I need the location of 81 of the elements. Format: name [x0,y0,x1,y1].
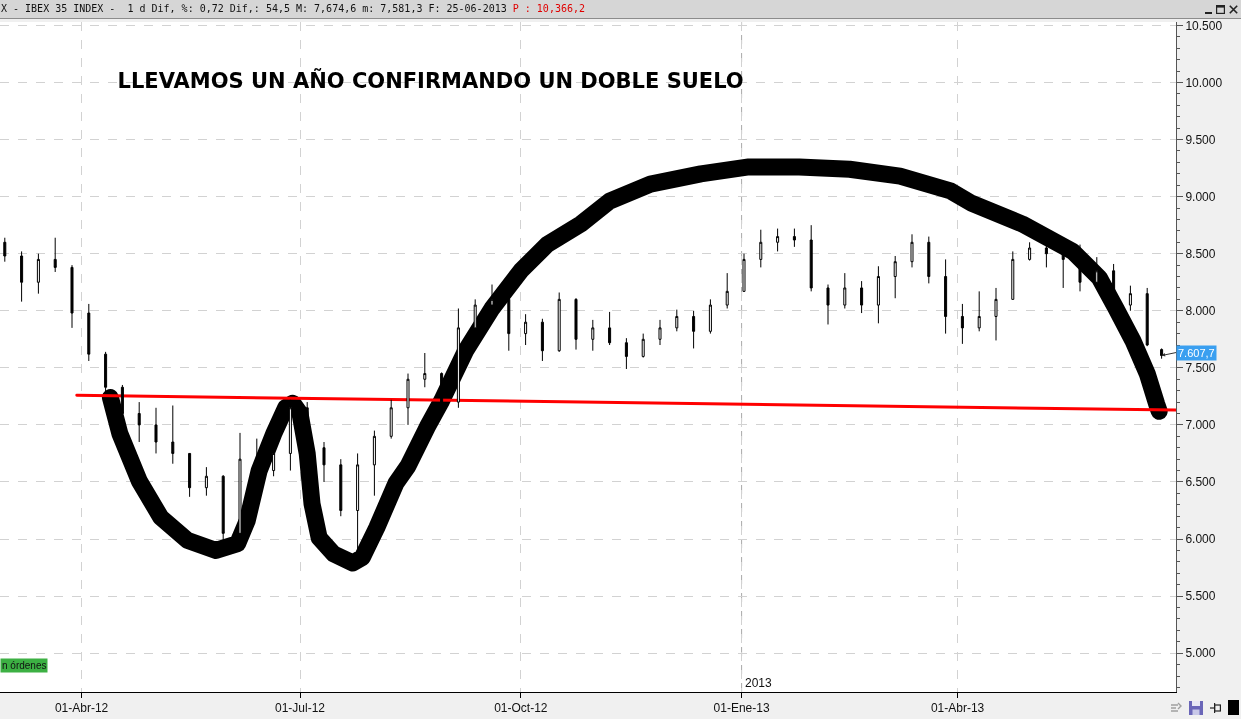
candlestick [1011,250,1015,300]
candlestick [843,272,847,309]
text: P : 10,366,2 [512,3,586,14]
x-tick-label: 01-Abr-12 [54,701,109,716]
candlestick [708,298,712,335]
y-tick-label: 8.000 [1185,303,1216,318]
annotation: n órdenes [2,660,47,671]
y-tick-label: 10.500 [1185,18,1223,33]
candlestick [540,318,544,362]
candlestick [238,432,242,535]
candlestick [557,292,561,353]
candlestick [456,307,460,409]
candlestick [221,474,225,542]
y-tick-label: 10.000 [1185,75,1223,90]
candlestick [53,237,57,273]
candlestick [204,466,208,497]
candlestick [759,229,763,268]
ref-line-label: 2013 [745,676,773,690]
candlestick [591,319,595,352]
y-tick-label: 6.500 [1185,475,1216,490]
candlestick [944,258,948,335]
candlestick [389,399,393,440]
candlestick [507,298,511,352]
candlestick [36,253,40,295]
candlestick [3,237,7,263]
candlestick [423,352,427,388]
candlestick [1128,285,1132,312]
candlestick [20,250,24,303]
candlestick [692,310,696,349]
candlestick [372,430,376,497]
candlestick [154,407,158,454]
candlestick [725,272,729,309]
candlestick [860,280,864,314]
candlestick [87,303,91,362]
candlestick [624,337,628,370]
candlestick [322,441,326,483]
y-tick-label: 6.000 [1185,532,1216,547]
annotation: 7.607,7 [1178,347,1215,359]
candlestick [524,313,528,346]
candlestick [574,297,578,351]
candlestick [1078,244,1082,292]
candlestick [876,265,880,324]
x-tick-label: 01-Ene-13 [713,701,770,716]
chart-subtitle: X - IBEX 35 INDEX - 1 d Dif, %: 0,72 Dif,: 54,5 M: 7,674,6 m: 7,581,3 F: 25-06-2013 [1,3,507,14]
x-tick-label: 01-Abr-13 [930,701,985,716]
candlestick [104,351,108,394]
y-tick-label: 9.000 [1185,189,1216,204]
candlestick [608,311,612,346]
candlestick [927,236,931,284]
candlestick [792,228,796,248]
candlestick [742,253,746,292]
y-tick-label: 5.000 [1185,646,1216,661]
y-tick-label: 9.500 [1185,132,1216,147]
candlestick [288,399,292,472]
candlestick [977,290,981,332]
text: LLEVAMOS UN AÑO CONFIRMANDO UN DOBLE SUELO [117,68,744,94]
candlestick [960,303,964,345]
candlestick [137,401,141,443]
y-tick-label: 7.500 [1185,361,1216,376]
candlestick [1145,287,1149,347]
candlestick [893,255,897,299]
candlestick [171,405,175,465]
y-tick-label: 5.500 [1185,589,1216,604]
candlestick [658,319,662,346]
candlestick [641,333,645,359]
candlestick [994,287,998,341]
candlestick [339,458,343,517]
candlestick [356,452,360,551]
candlestick [826,284,830,325]
y-tick-label: 8.500 [1185,246,1216,261]
candlestick [188,452,192,498]
y-tick-label: 7.000 [1185,418,1216,433]
candlestick [675,309,679,332]
candlestick [70,264,74,329]
x-tick-label: 01-Oct-12 [494,701,548,716]
candlestick [1028,241,1032,262]
candlestick [910,233,914,268]
candlestick [406,373,410,426]
candlestick [809,224,813,292]
candlestick [776,228,780,252]
x-tick-label: 01-Jul-12 [274,701,326,716]
